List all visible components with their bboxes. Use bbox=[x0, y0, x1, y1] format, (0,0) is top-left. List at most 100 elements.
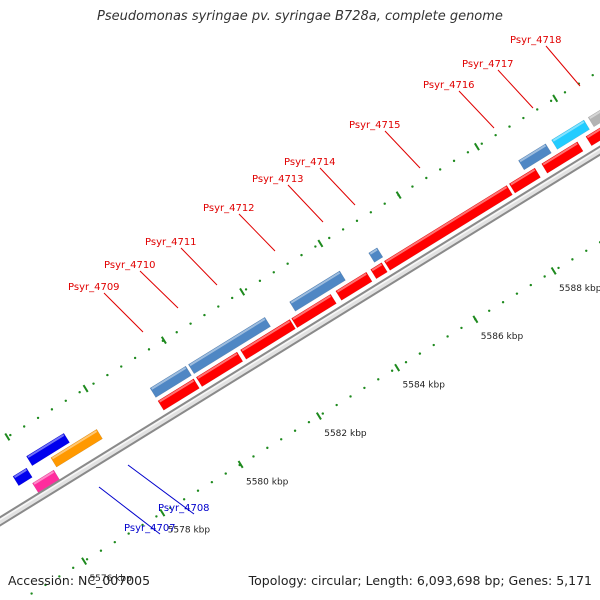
lower-tick-dot bbox=[557, 266, 560, 270]
upper-tick-dot bbox=[425, 176, 428, 180]
gene-leader-line bbox=[287, 184, 324, 223]
gene-steelblue-highlight bbox=[290, 271, 341, 304]
lower-tick-dot bbox=[543, 275, 546, 278]
gene-red bbox=[383, 185, 513, 271]
scale-label: 5582 kbp bbox=[324, 429, 367, 439]
major-tick-upper bbox=[160, 336, 167, 345]
upper-tick-dot bbox=[189, 322, 192, 325]
upper-tick-dot bbox=[175, 331, 178, 334]
lower-tick-dot bbox=[30, 592, 33, 595]
gene-label: Psyr_4709 bbox=[68, 282, 120, 293]
upper-tick-dot bbox=[147, 348, 151, 351]
gene-label: Psyr_4711 bbox=[145, 237, 197, 248]
upper-tick-dot bbox=[480, 142, 483, 145]
gene-red-highlight bbox=[510, 168, 536, 186]
gene-red bbox=[370, 262, 388, 280]
gene-steelblue-highlight bbox=[151, 367, 187, 390]
lower-tick-dot bbox=[127, 532, 130, 535]
gene-blue-highlight bbox=[27, 434, 65, 458]
gene-leader-line bbox=[98, 486, 161, 535]
major-tick-upper bbox=[239, 287, 246, 296]
gene-leader-line bbox=[103, 292, 144, 333]
lower-tick-dot bbox=[169, 506, 172, 510]
gene-red bbox=[157, 378, 200, 411]
gene-steelblue bbox=[368, 247, 384, 263]
gene-red bbox=[335, 271, 373, 301]
upper-tick-dot bbox=[563, 91, 567, 94]
lower-tick-dot bbox=[515, 292, 519, 295]
lower-tick-dot bbox=[113, 540, 117, 544]
lower-tick-dot bbox=[72, 566, 75, 570]
major-tick bbox=[315, 412, 322, 420]
gene-steelblue-highlight bbox=[369, 248, 378, 255]
gene-leader-line bbox=[545, 45, 581, 87]
upper-tick-dot bbox=[120, 365, 123, 368]
upper-tick-dot bbox=[78, 391, 81, 394]
upper-tick-dot bbox=[508, 125, 511, 128]
gene-red-highlight bbox=[586, 128, 600, 139]
lower-tick-dot bbox=[252, 455, 255, 458]
gene-blue-small bbox=[12, 467, 33, 487]
gene-label: Psyr_4716 bbox=[423, 80, 475, 91]
gene-label: Psyr_4717 bbox=[462, 59, 514, 70]
gene-gray-highlight bbox=[589, 110, 600, 119]
scale-label: 5588 kbp bbox=[559, 284, 600, 294]
lower-tick-dot bbox=[155, 515, 158, 518]
major-tick bbox=[237, 460, 244, 469]
gene-red bbox=[508, 167, 541, 194]
gene-leader-line bbox=[384, 130, 421, 169]
accession-label: Accession: NC_007005 bbox=[8, 573, 151, 588]
gene-leader-line bbox=[319, 167, 356, 206]
gene-leader-line bbox=[180, 247, 218, 286]
major-tick bbox=[159, 508, 166, 517]
gene-label: Psyr_4714 bbox=[284, 157, 336, 168]
major-tick bbox=[394, 363, 401, 372]
lower-tick-dot bbox=[377, 378, 380, 381]
scale-label: 5586 kbp bbox=[481, 332, 524, 342]
gene-red bbox=[240, 319, 296, 360]
gene-label: Psyr_4713 bbox=[252, 174, 304, 185]
gene-gray bbox=[587, 109, 600, 128]
gene-cyan-highlight bbox=[552, 120, 585, 142]
gene-red-highlight bbox=[385, 186, 508, 263]
upper-tick-dot bbox=[203, 313, 206, 317]
lower-tick-dot bbox=[44, 583, 47, 587]
lower-tick-dot bbox=[141, 523, 144, 527]
gene-cyan bbox=[551, 119, 590, 150]
scale-label: 5584 kbp bbox=[403, 381, 446, 391]
upper-tick-dot bbox=[341, 228, 345, 231]
upper-tick-dot bbox=[328, 236, 331, 240]
lower-tick-dot bbox=[487, 309, 491, 312]
upper-tick-dot bbox=[92, 382, 95, 385]
gene-red-highlight bbox=[336, 273, 367, 293]
gene-label: Psyr_4710 bbox=[104, 260, 156, 271]
backbone-shine bbox=[0, 147, 600, 521]
lower-tick-dot bbox=[418, 352, 422, 355]
gene-pink-highlight bbox=[33, 470, 55, 485]
upper-tick-dot bbox=[230, 296, 234, 300]
backbone-core bbox=[0, 147, 600, 525]
major-tick-upper bbox=[82, 384, 89, 393]
gene-blue-small-highlight bbox=[14, 468, 27, 478]
gene-orange bbox=[50, 428, 103, 468]
lower-tick-dot bbox=[210, 480, 214, 484]
scale-label: 5578 kbp bbox=[168, 526, 211, 536]
lower-tick-dot bbox=[349, 395, 352, 398]
gene-steelblue-highlight bbox=[519, 144, 547, 163]
major-tick-upper bbox=[317, 239, 324, 248]
gene-label: Psyr_4718 bbox=[510, 35, 562, 46]
gene-steelblue bbox=[149, 365, 192, 398]
lower-tick-dot bbox=[363, 386, 366, 390]
upper-tick-dot bbox=[383, 202, 386, 205]
gene-red bbox=[195, 351, 244, 387]
upper-tick-dot bbox=[22, 425, 26, 428]
gene-red bbox=[291, 293, 337, 329]
gene-red bbox=[541, 141, 584, 174]
upper-tick-dot bbox=[64, 399, 67, 402]
gene-red-highlight bbox=[371, 263, 383, 272]
lower-tick-dot bbox=[58, 575, 61, 578]
gene-leader-line bbox=[238, 213, 276, 252]
lower-tick-dot bbox=[293, 429, 297, 432]
upper-tick-dot bbox=[411, 185, 414, 188]
